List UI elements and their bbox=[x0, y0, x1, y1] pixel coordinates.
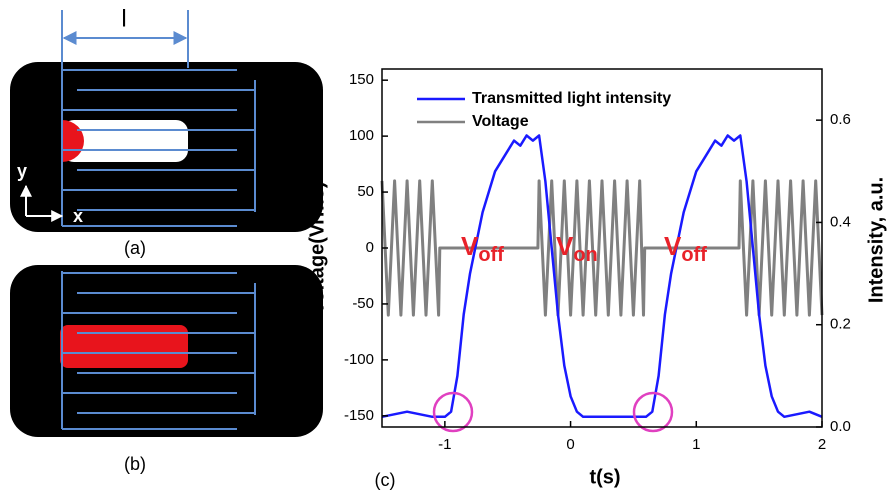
annotation-text: V bbox=[461, 231, 479, 261]
red-region bbox=[60, 325, 188, 368]
legend-label: Transmitted light intensity bbox=[472, 90, 671, 107]
annotation-text: V bbox=[556, 231, 574, 261]
x-tick-label: 0 bbox=[566, 436, 574, 453]
y-axis-title: Voltage(Vrms) bbox=[306, 182, 328, 315]
series-line bbox=[380, 179, 824, 317]
y2-tick-label: 0.0 bbox=[830, 418, 851, 435]
y-tick-label: 50 bbox=[357, 183, 374, 200]
y-tick-label: 0 bbox=[366, 239, 374, 256]
y2-tick-label: 0.4 bbox=[830, 213, 851, 230]
chart: Voff Von Voff-150-100-500501001500.00.20.4… bbox=[306, 68, 887, 488]
annotation: Von bbox=[556, 231, 598, 266]
annotation: Voff bbox=[461, 231, 504, 266]
electrodes bbox=[61, 271, 256, 430]
highlight-circle bbox=[632, 391, 674, 433]
dimension-label: l bbox=[121, 5, 126, 32]
y2-axis-title: Intensity, a.u. bbox=[865, 177, 887, 303]
panel-a: l y x (a) bbox=[10, 5, 323, 258]
annotation-sub: off bbox=[478, 244, 504, 266]
annotation-sub: off bbox=[681, 244, 707, 266]
panel-label: (b) bbox=[124, 454, 146, 474]
y2-tick-label: 0.6 bbox=[830, 111, 851, 128]
axis-label: x bbox=[73, 206, 83, 226]
x-tick-label: -1 bbox=[438, 436, 451, 453]
highlight-circle bbox=[432, 391, 474, 433]
panel-b: (b) bbox=[10, 265, 323, 474]
electrodes bbox=[61, 68, 256, 227]
y-tick-label: 100 bbox=[349, 127, 374, 144]
series-line bbox=[381, 134, 823, 419]
x-tick-label: 2 bbox=[818, 436, 826, 453]
y-tick-label: -50 bbox=[352, 295, 374, 312]
x-axis-title: t(s) bbox=[589, 466, 620, 488]
annotation-text: V bbox=[664, 231, 682, 261]
annotation: Voff bbox=[664, 231, 707, 266]
y-tick-label: -100 bbox=[344, 351, 374, 368]
y-tick-label: -150 bbox=[344, 407, 374, 424]
annotation-sub: on bbox=[573, 244, 597, 266]
axis-label: y bbox=[17, 161, 27, 181]
y-tick-label: 150 bbox=[349, 71, 374, 88]
x-tick-label: 1 bbox=[692, 436, 700, 453]
legend-label: Voltage bbox=[472, 113, 529, 130]
y2-tick-label: 0.2 bbox=[830, 316, 851, 333]
panel-label: (a) bbox=[124, 238, 146, 258]
panel-label: (c) bbox=[375, 470, 396, 490]
